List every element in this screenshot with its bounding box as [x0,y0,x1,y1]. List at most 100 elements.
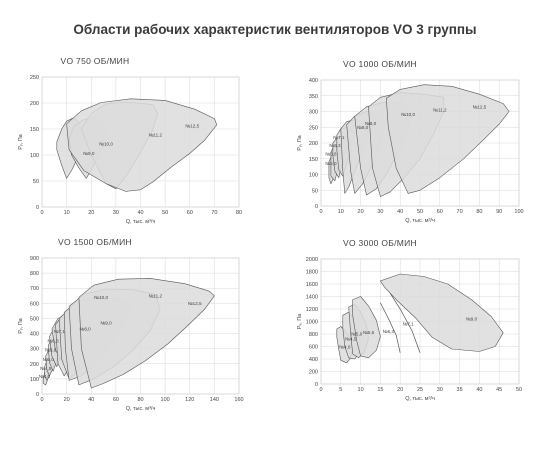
y-tick-label: 2000 [306,257,318,263]
series-label: №7,1 [333,135,345,140]
series-label: №10,0 [99,142,113,147]
x-tick-label: 0 [319,387,322,393]
x-tick-label: 30 [377,209,383,215]
series-label: №5,6 [45,348,57,353]
y-tick-label: 200 [309,141,318,147]
y-tick-label: 100 [30,377,39,383]
series-region [352,296,381,359]
x-tick-label: 10 [358,387,364,393]
x-tick-label: 20 [88,210,94,216]
y-tick-label: 1000 [306,320,318,326]
y-axis-label: Pᵥ, Па [18,317,24,333]
y-tick-label: 500 [30,316,39,322]
y-tick-label: 800 [309,332,318,338]
y-tick-label: 300 [309,110,318,116]
series-region [385,84,510,194]
y-tick-label: 600 [309,345,318,351]
y-tick-label: 100 [309,173,318,179]
x-axis-label: Q, тыс. м³/ч [126,219,156,225]
series-label: №5,6 [325,152,337,157]
series-label: №5,0 [351,331,363,336]
x-axis-label: Q, тыс. м³/ч [126,406,156,412]
chart-title: VO 750 ОБ/МИН [61,56,130,66]
y-axis-label: Pᵥ, Па [297,313,303,329]
series-label: №10,0 [94,295,108,300]
y-tick-label: 50 [312,188,318,194]
x-tick-label: 140 [210,397,219,403]
y-tick-label: 0 [315,382,318,388]
x-tick-label: 0 [40,210,43,216]
chart-title: VO 3000 ОБ/МИН [343,238,417,248]
x-tick-label: 40 [397,209,403,215]
x-tick-label: 60 [437,209,443,215]
y-tick-label: 400 [309,357,318,363]
x-tick-label: 0 [40,397,43,403]
series-label: №8,0 [79,327,91,332]
chart-title: VO 1500 ОБ/МИН [58,237,132,247]
x-tick-label: 160 [234,397,243,403]
y-axis-label: Pᵥ, Па [297,134,303,150]
y-tick-label: 200 [30,101,39,107]
y-tick-label: 150 [30,127,39,133]
series-label: №4,0 [39,374,51,379]
series-label: №4,0 [339,344,351,349]
y-tick-label: 0 [36,392,39,398]
x-tick-label: 25 [417,387,423,393]
x-tick-label: 45 [496,387,502,393]
x-tick-label: 80 [476,209,482,215]
x-tick-label: 80 [137,397,143,403]
series-label: №12,5 [472,104,486,109]
x-tick-label: 50 [516,387,522,393]
x-tick-label: 15 [377,387,383,393]
x-tick-label: 10 [338,209,344,215]
y-tick-label: 600 [30,301,39,307]
series-label: №12,5 [188,301,202,306]
y-tick-label: 1800 [306,270,318,276]
series-label: №7,1 [54,329,66,334]
x-axis-label: Q, тыс. м³/ч [405,218,435,224]
series-label: №4,5 [345,336,357,341]
chart-2: 0 10 20 30 40 50 60 70 80 90 100 0 50 100 150 200 250 300… [297,59,524,224]
series-region [66,98,218,192]
x-tick-label: 100 [514,209,523,215]
x-tick-label: 10 [64,210,70,216]
y-tick-label: 1400 [306,295,318,301]
x-tick-label: 30 [113,210,119,216]
y-tick-label: 200 [30,362,39,368]
series-label: №5,0 [42,357,54,362]
chart-4: 0 5 10 15 20 25 30 35 40 45 50 0 200 400 600 800 1000 120… [297,238,522,402]
y-tick-label: 100 [30,153,39,159]
page-title: Области рабочих характеристик вентилятор… [73,22,477,37]
series-label: №11,2 [149,132,163,137]
y-tick-label: 200 [309,370,318,376]
series-label: №4,5 [40,366,52,371]
series-label: №6,3 [383,329,395,334]
x-tick-label: 0 [319,209,322,215]
series-label: №5,6 [363,330,375,335]
series-label: №8,0 [357,125,369,130]
y-tick-label: 150 [309,157,318,163]
y-tick-label: 1600 [306,282,318,288]
x-tick-label: 40 [137,210,143,216]
x-tick-label: 60 [187,210,193,216]
x-tick-label: 20 [358,209,364,215]
x-tick-label: 90 [496,209,502,215]
x-tick-label: 80 [236,210,242,216]
y-tick-label: 800 [30,271,39,277]
series-label: №9,0 [83,151,95,156]
x-tick-label: 40 [88,397,94,403]
x-tick-label: 50 [162,210,168,216]
x-tick-label: 100 [161,397,170,403]
y-tick-label: 250 [309,125,318,131]
series-region [78,278,215,389]
y-tick-label: 1200 [306,307,318,313]
x-tick-label: 120 [185,397,194,403]
y-tick-label: 350 [309,94,318,100]
y-tick-label: 0 [36,205,39,211]
series-label: №6,3 [47,339,59,344]
x-tick-label: 40 [476,387,482,393]
series-region [380,273,504,352]
y-tick-label: 50 [33,179,39,185]
x-axis-label: Q, тыс. м³/ч [405,396,435,402]
y-tick-label: 400 [30,332,39,338]
